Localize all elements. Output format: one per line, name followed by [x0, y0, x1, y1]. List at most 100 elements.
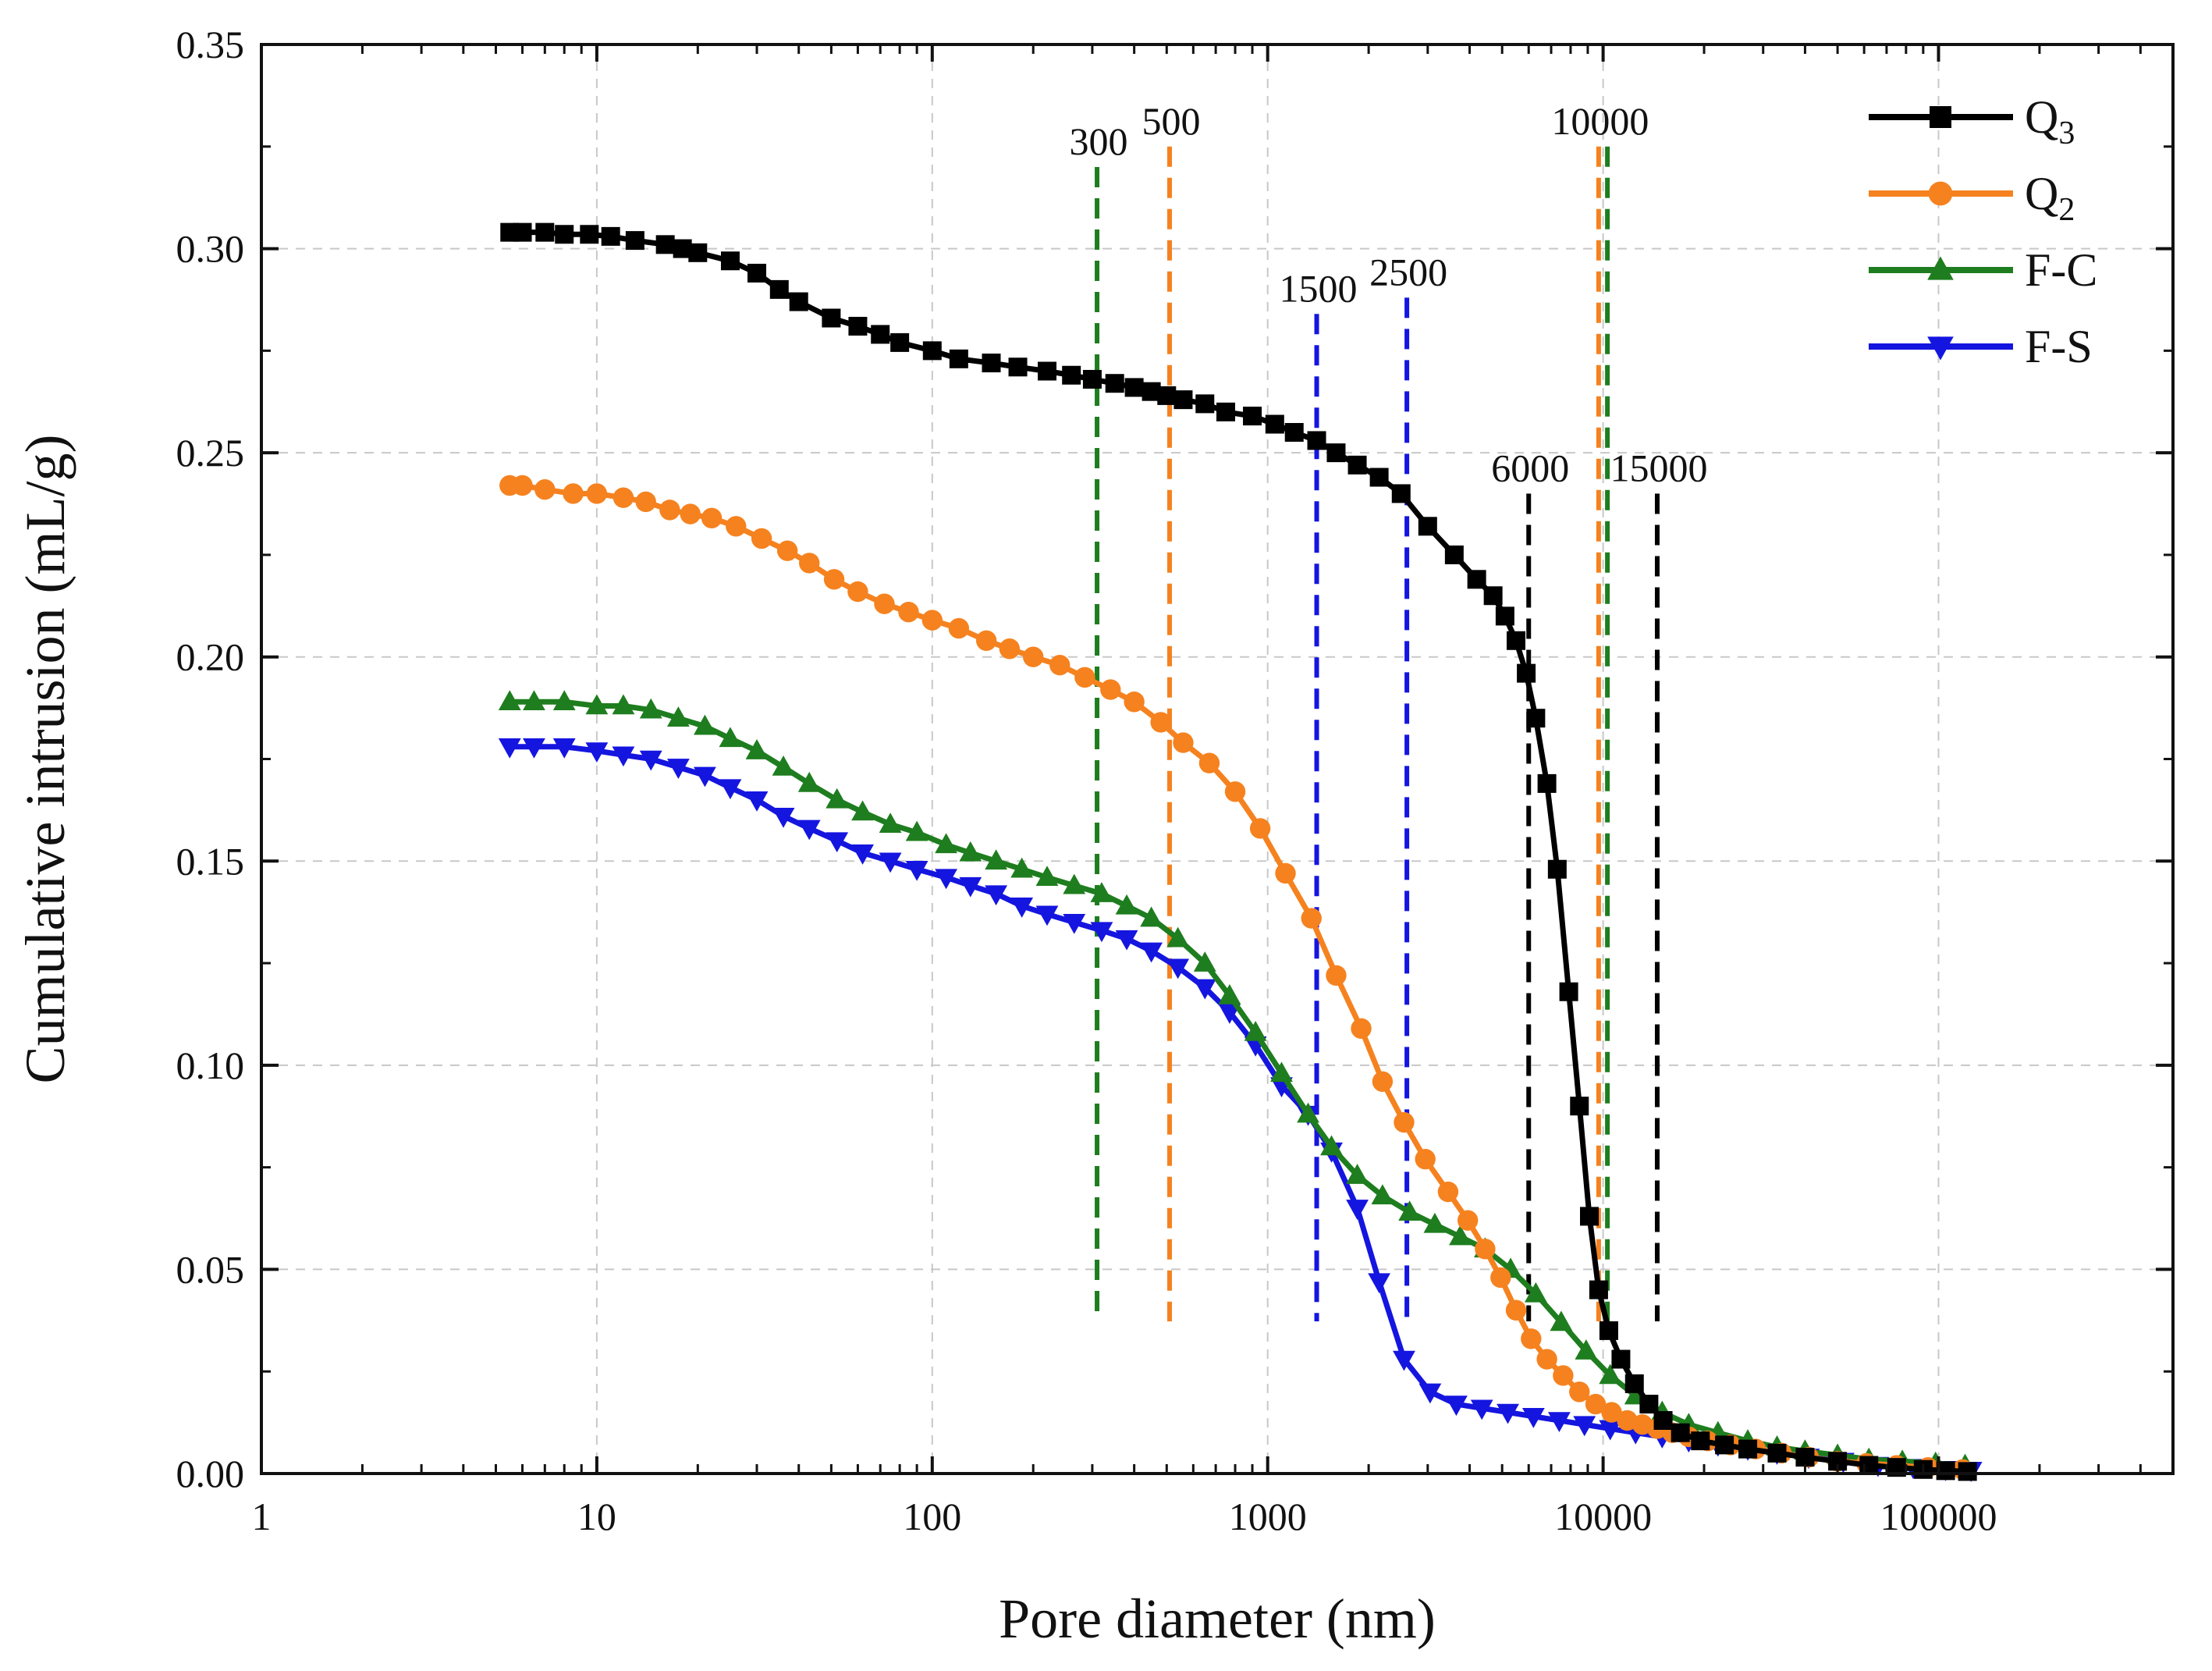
reference-line-label: 15000: [1610, 446, 1707, 489]
data-point: [720, 251, 740, 271]
data-point: [1297, 1102, 1319, 1123]
reference-line-label: 1500: [1280, 266, 1358, 310]
data-point: [1767, 1443, 1787, 1463]
data-point: [1537, 773, 1557, 793]
data-point: [1142, 382, 1161, 401]
y-tick-label: 0.30: [176, 227, 245, 271]
data-point: [1140, 906, 1163, 927]
data-point: [982, 354, 1001, 373]
grid-lines: [261, 44, 2173, 1474]
data-point: [688, 243, 708, 262]
data-point: [1536, 1349, 1557, 1370]
data-point: [1224, 781, 1246, 802]
axes: 1 10 100 1000 10000 100000 0.00 0.05 0.10 0.15 0.2…: [176, 23, 2175, 1538]
data-point: [1124, 378, 1144, 397]
data-point: [612, 746, 635, 767]
y-tick-label: 0.10: [176, 1043, 245, 1087]
data-point: [1166, 958, 1190, 979]
data-point: [975, 630, 997, 651]
data-point: [1547, 1412, 1571, 1432]
data-point: [1653, 1410, 1673, 1430]
data-point: [1639, 1395, 1659, 1414]
data-point: [1394, 1111, 1415, 1133]
legend-label-main: F-S: [2025, 321, 2093, 372]
data-point: [512, 475, 533, 496]
data-point: [1490, 1267, 1511, 1289]
data-point: [826, 832, 849, 853]
data-point: [851, 844, 874, 865]
data-point: [922, 341, 942, 361]
data-point: [1398, 1200, 1422, 1221]
data-point: [1063, 913, 1086, 934]
data-point: [874, 593, 895, 614]
x-tick-label: 100000: [1880, 1495, 1997, 1538]
data-point: [601, 226, 620, 246]
data-point: [772, 755, 795, 776]
data-point: [1611, 1349, 1631, 1369]
data-point: [726, 516, 747, 537]
data-point: [563, 483, 584, 504]
data-point: [680, 503, 701, 524]
data-point: [1506, 631, 1525, 650]
data-point: [1270, 1061, 1293, 1083]
y-tick-label: 0.05: [176, 1247, 245, 1291]
data-point: [1195, 394, 1215, 414]
x-tick-label: 1: [252, 1495, 272, 1538]
data-point: [1547, 859, 1567, 879]
legend-label: Q2: [2025, 168, 2075, 228]
data-point: [879, 852, 902, 873]
data-point: [1150, 712, 1171, 733]
data-point: [1074, 667, 1095, 688]
data-point: [1573, 1416, 1596, 1437]
data-point: [1307, 431, 1326, 450]
data-point: [826, 788, 849, 809]
data-point: [985, 849, 1008, 870]
data-point: [935, 869, 957, 890]
data-point: [555, 225, 574, 244]
data-point: [1495, 606, 1514, 626]
series-q3: [500, 222, 1977, 1481]
data-point: [1418, 517, 1437, 536]
y-axis-title: Cumulative intrusion (mL/g): [14, 435, 76, 1084]
data-point: [822, 308, 841, 328]
data-point: [666, 706, 690, 727]
data-point: [1082, 369, 1102, 389]
x-tick-label: 1000: [1229, 1495, 1307, 1538]
data-point: [1023, 646, 1044, 667]
legend-item-f-c: F-C: [1869, 244, 2097, 296]
data-point: [513, 222, 532, 242]
x-tick-label: 10: [577, 1495, 616, 1538]
data-point: [1049, 654, 1070, 676]
data-point: [586, 483, 608, 504]
data-point: [552, 738, 576, 759]
data-point: [797, 771, 821, 792]
data-point: [1105, 374, 1124, 393]
data-point: [580, 225, 599, 244]
data-point: [1553, 1365, 1574, 1386]
data-point: [1483, 586, 1503, 606]
series-layer: [498, 222, 1983, 1482]
data-point: [1038, 361, 1057, 381]
data-point: [1244, 1021, 1267, 1041]
data-point: [1418, 1383, 1442, 1404]
data-point: [1193, 951, 1216, 972]
data-point: [694, 766, 716, 788]
data-point: [1457, 1210, 1479, 1231]
data-point: [1062, 365, 1081, 385]
data-point: [823, 569, 845, 590]
data-point: [1521, 1407, 1545, 1428]
x-axis-title: Pore diameter (nm): [999, 1587, 1436, 1650]
data-point: [1497, 1403, 1519, 1424]
data-point: [612, 694, 635, 715]
y-tick-label: 0.35: [176, 23, 245, 66]
data-point: [1198, 752, 1220, 773]
data-point: [1326, 443, 1346, 463]
data-point: [1569, 1381, 1590, 1403]
y-tick-label: 0.25: [176, 431, 245, 475]
data-point: [523, 738, 545, 759]
data-point: [1437, 1181, 1459, 1203]
data-point: [797, 820, 821, 841]
data-point: [498, 738, 521, 759]
data-point: [1715, 1435, 1734, 1455]
